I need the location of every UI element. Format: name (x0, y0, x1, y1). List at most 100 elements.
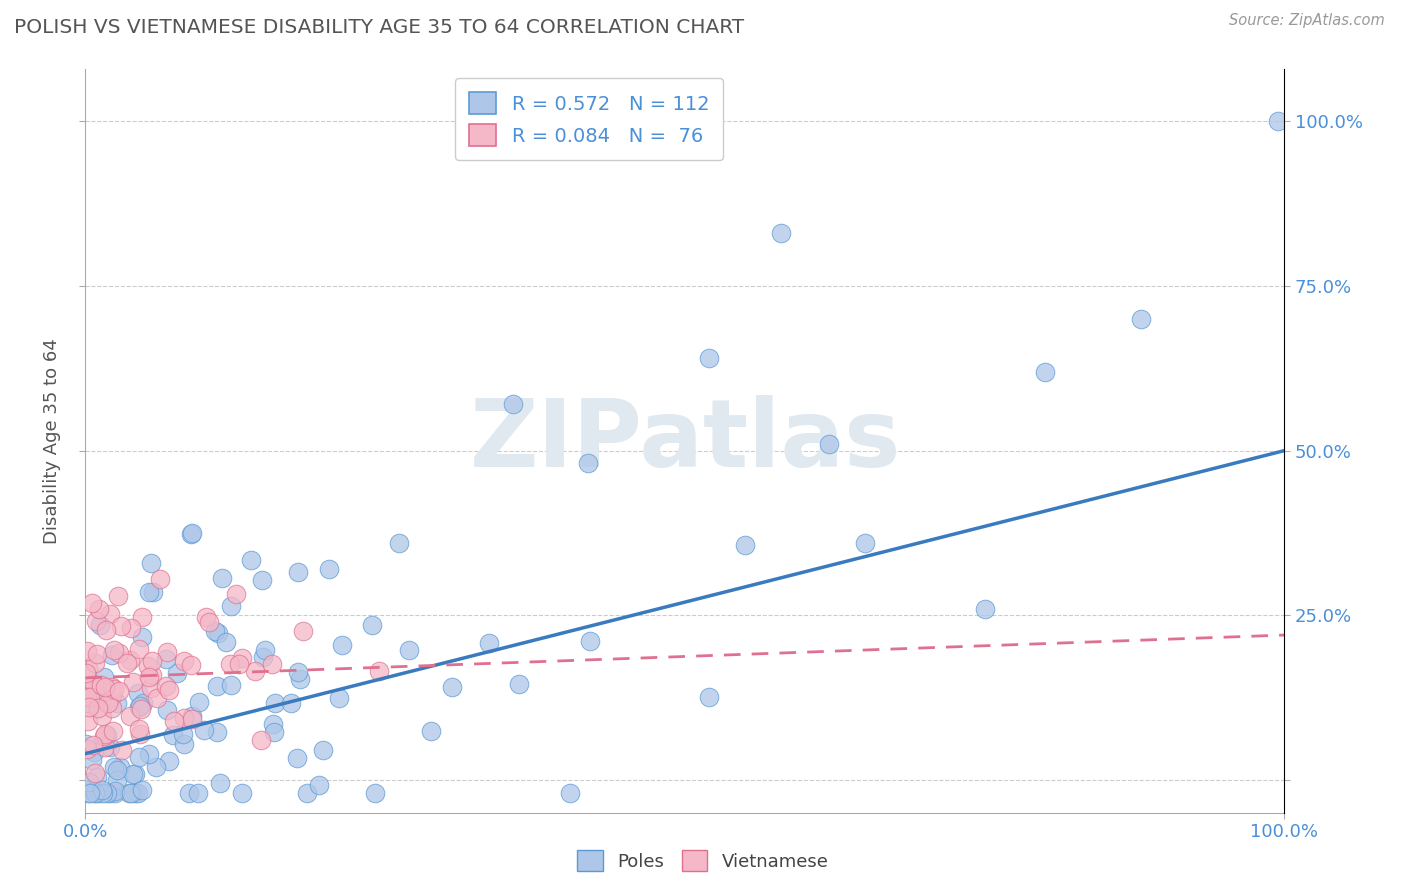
Point (131, 609, 153, 624)
Point (215, 634, 238, 648)
Point (173, 711, 195, 725)
Point (83, 786, 105, 800)
Point (157, 754, 180, 768)
Point (231, 786, 253, 800)
Point (103, 681, 125, 696)
Point (219, 657, 242, 671)
Point (128, 722, 150, 736)
Point (127, 686, 149, 700)
Point (508, 677, 530, 691)
Point (96, 786, 118, 800)
Point (84, 657, 107, 671)
Point (131, 630, 153, 644)
Point (98, 740, 121, 755)
Point (75, 737, 97, 751)
Point (180, 527, 202, 541)
Point (77, 786, 100, 800)
Point (98, 786, 121, 800)
Point (132, 697, 155, 711)
Point (149, 572, 172, 586)
Point (84, 615, 107, 629)
Point (89, 617, 111, 632)
Point (697, 690, 720, 704)
Y-axis label: Disability Age 35 to 64: Disability Age 35 to 64 (44, 338, 60, 543)
Point (308, 778, 330, 792)
Point (198, 615, 221, 630)
Point (419, 723, 441, 738)
Point (86, 770, 108, 784)
Point (82, 738, 104, 752)
Point (328, 690, 350, 705)
Point (817, 436, 839, 450)
Point (205, 679, 228, 693)
Point (120, 786, 142, 800)
Point (91, 786, 114, 800)
Point (163, 714, 186, 728)
Point (86, 681, 108, 695)
Point (292, 624, 315, 638)
Point (141, 668, 163, 682)
Point (205, 724, 228, 739)
Point (264, 696, 287, 710)
Point (94, 727, 117, 741)
Point (360, 618, 382, 632)
Point (157, 683, 180, 698)
Point (98, 607, 121, 621)
Point (560, 786, 582, 800)
Point (107, 589, 129, 603)
Point (145, 760, 167, 774)
Point (146, 690, 169, 705)
Point (86, 647, 108, 661)
Point (180, 526, 202, 541)
Point (155, 679, 177, 693)
Point (240, 553, 263, 567)
Point (578, 634, 600, 648)
Point (288, 672, 311, 686)
Point (124, 767, 146, 781)
Point (107, 683, 129, 698)
Point (94, 739, 117, 754)
Point (250, 574, 273, 588)
Point (94, 680, 117, 694)
Point (103, 786, 125, 800)
Point (129, 701, 152, 715)
Point (97, 697, 120, 711)
Point (502, 397, 524, 411)
Point (287, 565, 309, 579)
Point (295, 786, 318, 800)
Point (1033, 365, 1056, 379)
Point (105, 696, 128, 710)
Point (84, 690, 107, 705)
Point (173, 654, 195, 668)
Point (128, 727, 150, 741)
Point (84, 766, 107, 780)
Point (115, 656, 138, 670)
Legend: Poles, Vietnamese: Poles, Vietnamese (571, 843, 835, 879)
Point (128, 642, 150, 657)
Point (141, 655, 163, 669)
Point (243, 664, 266, 678)
Point (79, 690, 101, 704)
Point (254, 643, 277, 657)
Point (87, 701, 110, 715)
Point (179, 786, 201, 800)
Point (79, 786, 101, 800)
Point (101, 648, 124, 662)
Point (697, 351, 720, 366)
Point (195, 610, 218, 624)
Point (90, 783, 112, 797)
Point (139, 681, 162, 695)
Point (124, 786, 146, 800)
Point (211, 571, 233, 585)
Point (139, 556, 162, 570)
Point (75, 682, 97, 697)
Point (76, 690, 98, 705)
Point (100, 680, 122, 694)
Point (79, 679, 101, 693)
Point (207, 626, 229, 640)
Point (107, 773, 129, 788)
Point (166, 666, 188, 681)
Point (96, 728, 118, 742)
Point (89, 602, 111, 616)
Point (138, 747, 160, 761)
